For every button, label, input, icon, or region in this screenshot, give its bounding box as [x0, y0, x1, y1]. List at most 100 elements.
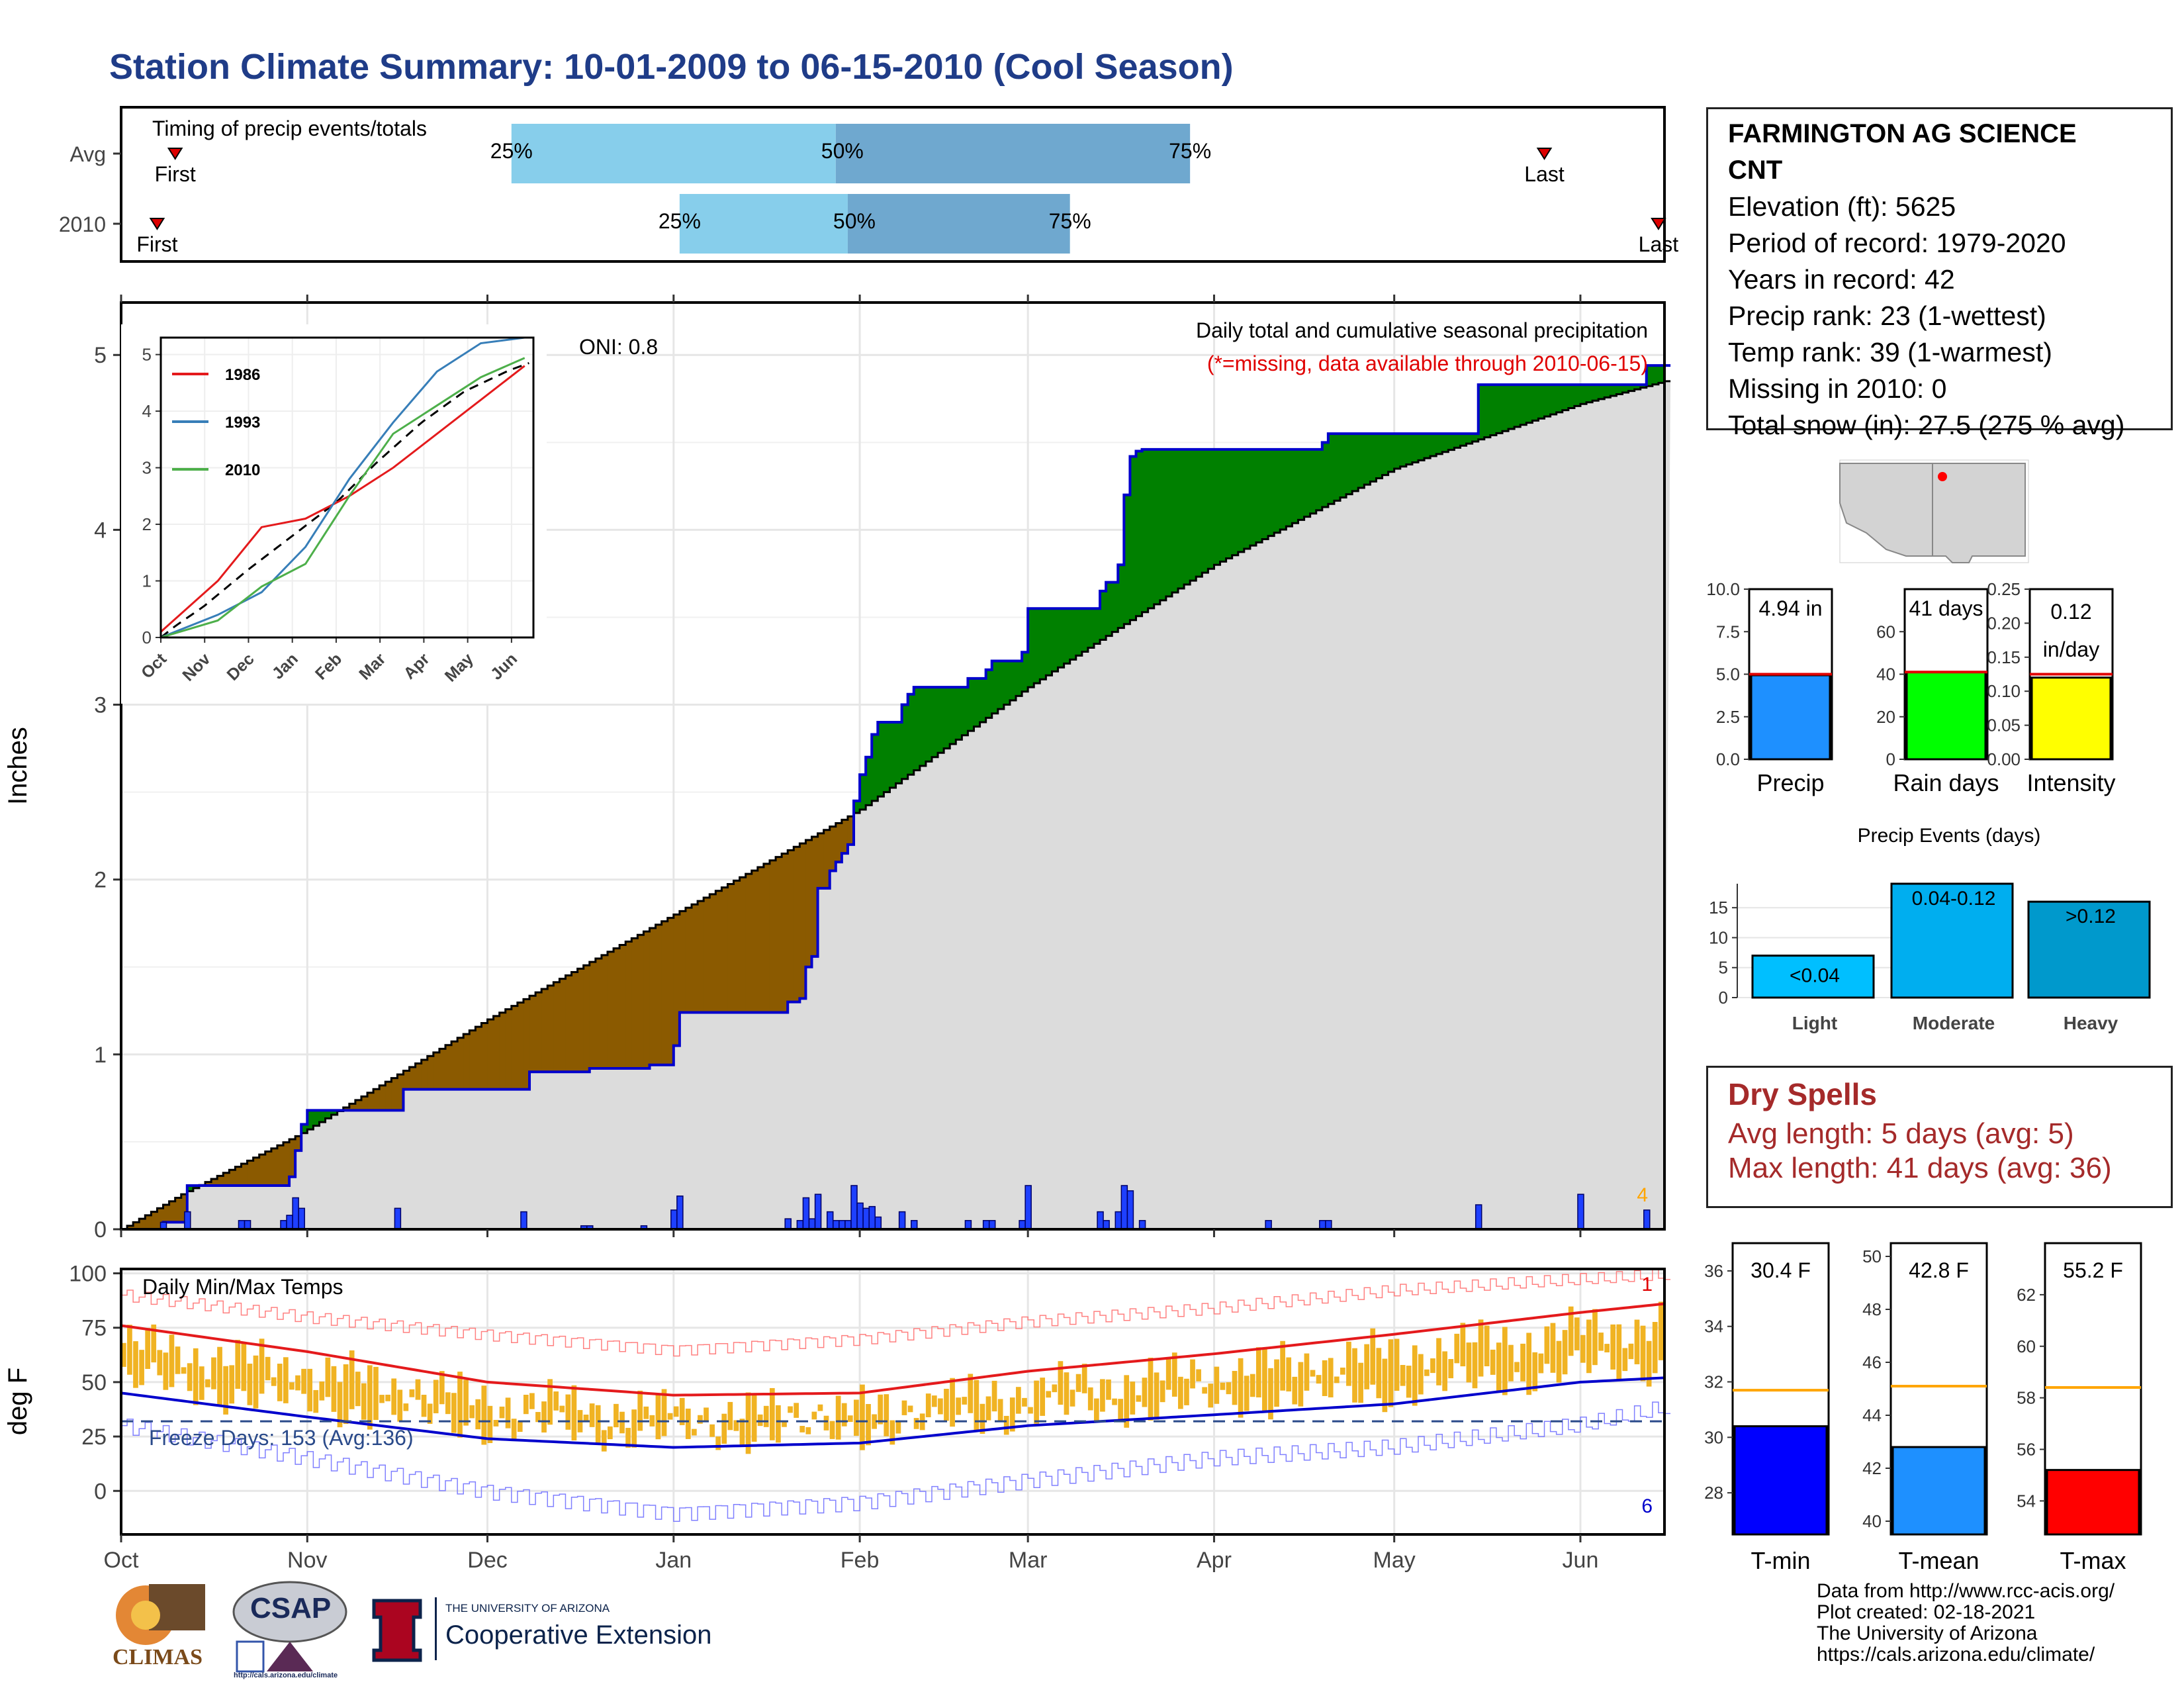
precip-difference-fill: [956, 687, 962, 740]
daily-temp-bar: [199, 1366, 205, 1400]
precip-difference-fill: [1460, 434, 1467, 446]
daily-temp-bar: [487, 1405, 493, 1443]
daily-temp-bar: [1058, 1361, 1064, 1405]
daily-temp-bar: [163, 1352, 169, 1390]
daily-temp-bar: [1538, 1353, 1544, 1374]
precip-difference-fill: [499, 1012, 506, 1090]
daily-temp-bar: [451, 1393, 457, 1433]
temp-ytick-label: 0: [94, 1479, 107, 1504]
daily-temp-bar: [1208, 1383, 1214, 1408]
daily-precip-bar: [808, 1218, 816, 1230]
precip-difference-fill: [1640, 385, 1647, 388]
daily-temp-bar: [643, 1406, 649, 1419]
precip-ylabel: Inches: [3, 727, 32, 805]
daily-temp-bar: [1232, 1370, 1238, 1405]
timing-row-label: 2010: [59, 212, 106, 236]
daily-temp-bar: [823, 1415, 829, 1430]
daily-temp-bar: [1250, 1374, 1255, 1397]
precip-difference-fill: [1622, 385, 1629, 393]
precip-difference-fill: [1034, 608, 1040, 684]
precip-difference-fill: [715, 890, 722, 1013]
precip-difference-fill: [559, 978, 567, 1072]
daily-temp-bar: [733, 1420, 739, 1431]
precip-difference-fill: [1016, 661, 1023, 696]
precip-difference-fill: [788, 850, 794, 1002]
daily-precip-bar: [676, 1196, 684, 1230]
precip-difference-fill: [127, 1225, 134, 1229]
summary-value-label: 41 days: [1909, 596, 1983, 620]
temp-xtick-label: Feb: [841, 1548, 880, 1573]
timing-first-label: First: [136, 232, 177, 256]
station-name: FARMINGTON AG SCIENCE: [1728, 119, 2077, 148]
daily-temp-bar: [1640, 1325, 1646, 1382]
daily-temp-bar: [673, 1406, 679, 1417]
csap-text: CSAP: [250, 1592, 332, 1624]
tsum-bar: [1733, 1425, 1828, 1536]
precip-difference-fill: [535, 992, 542, 1072]
daily-temp-bar: [1196, 1369, 1201, 1382]
daily-temp-bar: [373, 1366, 379, 1421]
daily-temp-bar: [1040, 1378, 1046, 1416]
precip-difference-fill: [517, 1002, 524, 1090]
summary-ytick-label: 0.0: [1716, 749, 1740, 769]
summary-ytick-label: 7.5: [1716, 622, 1740, 641]
precip-difference-fill: [637, 935, 645, 1068]
daily-temp-bar: [901, 1400, 907, 1415]
precip-difference-fill: [217, 1176, 224, 1186]
precip-difference-fill: [301, 1124, 308, 1133]
precip-difference-fill: [1255, 449, 1263, 543]
precip-difference-fill: [1268, 449, 1275, 536]
daily-temp-bar: [457, 1372, 463, 1438]
daily-temp-bar: [1346, 1341, 1351, 1386]
daily-temp-bar: [997, 1399, 1003, 1421]
inset-bg: [121, 324, 547, 704]
summary-value-label: 4.94 in: [1758, 596, 1822, 620]
daily-temp-bar: [1106, 1379, 1111, 1400]
daily-temp-bar: [1028, 1407, 1033, 1414]
precip-difference-fill: [235, 1166, 242, 1186]
daily-precip-bar: [520, 1211, 527, 1230]
precip-difference-fill: [1106, 582, 1113, 636]
daily-precip-bar: [802, 1197, 810, 1230]
precip-events-chart: Precip Events (days) 0 5 10 15 <0.04 Light 0.04…: [1709, 825, 2151, 1033]
daily-precip-bar: [898, 1211, 906, 1230]
daily-temp-bar: [1514, 1362, 1520, 1372]
precip-difference-fill: [991, 661, 999, 714]
daily-temp-bar: [1586, 1319, 1592, 1374]
daily-temp-bar: [1526, 1333, 1532, 1395]
daily-temp-bar: [211, 1357, 216, 1389]
precip-difference-fill: [583, 965, 590, 1072]
precip-difference-fill: [889, 722, 897, 788]
timing-bar-q1: [511, 124, 836, 183]
daily-temp-bar: [1328, 1358, 1334, 1397]
precip-difference-fill: [397, 1074, 404, 1111]
precip-difference-fill: [367, 1092, 374, 1111]
daily-temp-bar: [782, 1420, 787, 1427]
daily-temp-bar: [469, 1405, 475, 1419]
dry-spells-heading: Dry Spells: [1728, 1077, 1877, 1111]
station-info-box: FARMINGTON AG SCIENCE CNT Elevation (ft)…: [1706, 107, 2173, 440]
daily-temp-bar: [991, 1380, 997, 1412]
precip-difference-fill: [997, 661, 1005, 710]
precip-difference-fill: [1081, 608, 1089, 652]
summary-ytick-label: 0.25: [1987, 579, 2021, 599]
temp-xtick-label: Jan: [655, 1548, 692, 1573]
precip-difference-fill: [643, 931, 651, 1068]
summary-bar: [2030, 677, 2112, 761]
summary-ytick-label: 0.05: [1987, 716, 2021, 735]
precip-difference-fill: [962, 687, 969, 735]
precip-difference-fill: [692, 904, 698, 1013]
daily-temp-bar: [1334, 1376, 1340, 1383]
daily-temp-bar: [337, 1382, 343, 1428]
summary-ytick-label: 0.10: [1987, 681, 2021, 701]
timing-first-marker: [149, 218, 165, 230]
precip-difference-fill: [349, 1103, 356, 1111]
daily-temp-bar: [1442, 1351, 1447, 1391]
daily-temp-bar: [349, 1350, 355, 1409]
precip-difference-fill: [1388, 434, 1395, 472]
precip-difference-fill: [614, 948, 620, 1068]
daily-precip-bar: [874, 1216, 882, 1230]
precip-difference-fill: [1310, 449, 1317, 514]
daily-temp-bar: [619, 1411, 625, 1434]
daily-temp-bar: [421, 1395, 427, 1417]
